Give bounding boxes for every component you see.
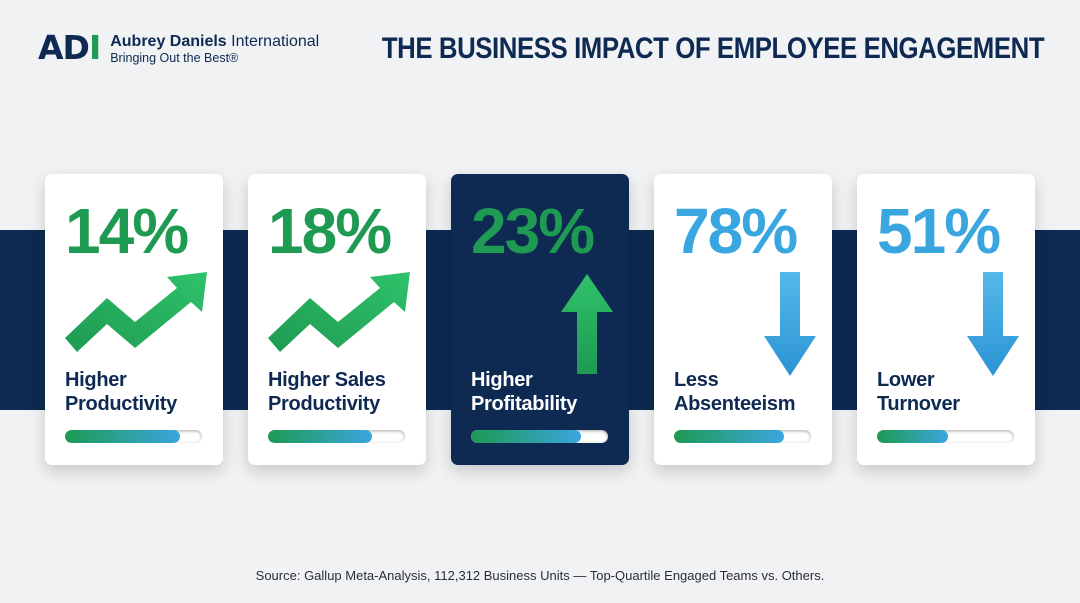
company-name: Aubrey Daniels International (110, 33, 320, 50)
stat-progress-bar (268, 430, 405, 443)
page-title: THE BUSINESS IMPACT OF EMPLOYEE ENGAGEME… (381, 32, 1045, 65)
stat-progress-fill (65, 430, 181, 443)
stat-value: 23% (471, 195, 595, 267)
stat-progress-bar (471, 430, 608, 443)
up-arrow-icon (561, 274, 613, 374)
trend-up-arrow-icon (268, 272, 410, 352)
stat-progress-bar (674, 430, 811, 443)
stat-card-profitability: 23% Higher Profitability (451, 174, 629, 465)
down-arrow-icon (967, 272, 1019, 376)
stat-card-productivity: 14% Higher Productivity (45, 174, 223, 465)
stat-label: Lower Turnover (877, 369, 960, 415)
stat-card-sales-productivity: 18% Higher Sales Productivity (248, 174, 426, 465)
stat-progress-bar (65, 430, 202, 443)
stat-value: 14% (65, 195, 189, 267)
stat-progress-fill (674, 430, 784, 443)
stat-progress-bar (877, 430, 1014, 443)
stat-label: Less Absenteeism (674, 369, 796, 415)
company-tagline: Bringing Out the Best® (110, 51, 239, 65)
stat-label: Higher Productivity (65, 369, 177, 415)
logo-mark: ADI (38, 28, 101, 67)
stat-label: Higher Profitability (471, 369, 578, 415)
stat-progress-fill (877, 430, 949, 443)
stat-progress-fill (268, 430, 373, 443)
stat-card-absenteeism: 78% Less Absenteeism (654, 174, 832, 465)
source-note: Source: Gallup Meta-Analysis, 112,312 Bu… (255, 568, 825, 583)
stat-value: 51% (877, 195, 1001, 267)
stat-progress-fill (471, 430, 581, 443)
down-arrow-icon (764, 272, 816, 376)
company-logo: ADI Aubrey Daniels International Bringin… (38, 30, 319, 66)
stat-label: Higher Sales Productivity (268, 369, 386, 415)
stat-card-turnover: 51% Lower Turnover (857, 174, 1035, 465)
trend-up-arrow-icon (65, 272, 207, 352)
stat-value: 78% (674, 195, 798, 267)
stat-value: 18% (268, 195, 392, 267)
